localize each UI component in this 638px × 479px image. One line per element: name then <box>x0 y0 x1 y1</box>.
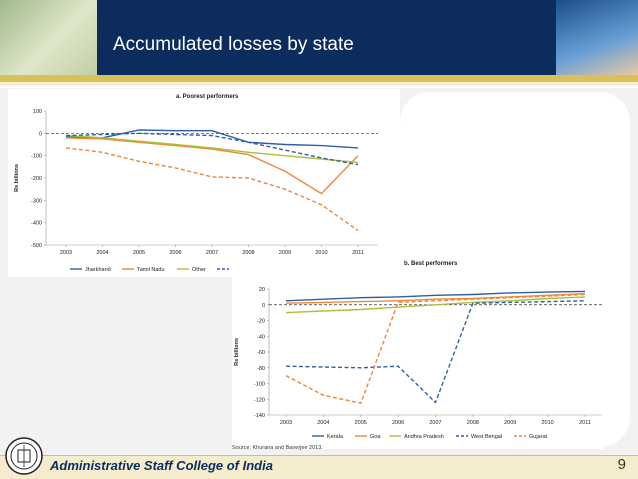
y-tick-label: -500 <box>31 243 42 249</box>
chart-title: a. Poorest performers <box>176 94 239 100</box>
y-axis-label: Rs billions <box>234 338 240 366</box>
y-tick-label: -120 <box>254 397 265 403</box>
legend-label: Kerala <box>327 434 344 440</box>
x-tick-label: 2009 <box>504 420 516 426</box>
y-tick-label: 0 <box>262 303 265 309</box>
x-tick-label: 2006 <box>169 250 181 256</box>
footer-bar <box>0 455 638 479</box>
y-tick-label: -40 <box>257 334 265 340</box>
series-line-uttar-pradesh <box>65 147 359 232</box>
y-axis-label: Rs billions <box>14 164 20 192</box>
x-tick-label: 2003 <box>60 250 72 256</box>
y-tick-label: -80 <box>257 366 265 372</box>
y-tick-label: -100 <box>31 154 42 160</box>
chart-poorest-performers: a. Poorest performers Rs billions 100 0 -100… <box>8 89 400 277</box>
y-tick-label: -140 <box>254 413 265 419</box>
y-tick-label: 100 <box>33 109 42 115</box>
lightbulb-in-hands-image <box>556 0 638 75</box>
series-line-gujarat <box>285 293 586 405</box>
series-line-other <box>65 134 359 164</box>
series-line-kerala <box>285 290 586 302</box>
legend-label: Other <box>192 267 206 273</box>
y-tick-label: -300 <box>31 198 42 204</box>
series-line-madhya-pradesh <box>65 132 359 166</box>
series-line-jharkhand <box>65 129 359 149</box>
title-banner <box>0 0 638 75</box>
x-tick-label: 2007 <box>206 250 218 256</box>
x-tick-label: 2009 <box>279 250 291 256</box>
y-tick-label: 20 <box>259 287 265 293</box>
series-line-andhra-pradesh <box>285 296 586 314</box>
series-line-goa <box>285 293 586 304</box>
series-line-west-bengal <box>285 300 586 404</box>
x-tick-label: 2011 <box>352 250 364 256</box>
x-tick-label: 2004 <box>317 420 329 426</box>
x-tick-label: 2005 <box>355 420 367 426</box>
series-line-tamil-nadu <box>65 137 359 195</box>
y-tick-label: -400 <box>31 221 42 227</box>
legend-label: Goa <box>370 434 381 440</box>
y-tick-label: -100 <box>254 382 265 388</box>
legend-label: Jharkhand <box>85 267 111 273</box>
page-number: 9 <box>617 456 626 473</box>
x-tick-label: 2008 <box>467 420 479 426</box>
asci-logo-icon <box>5 437 43 475</box>
slide-title: Accumulated losses by state <box>113 34 354 55</box>
x-tick-label: 2008 <box>242 250 254 256</box>
legend-label: Andhra Pradesh <box>404 434 444 440</box>
x-tick-label: 2004 <box>96 250 108 256</box>
title-underline-gold <box>0 75 638 82</box>
x-tick-label: 2003 <box>280 420 292 426</box>
source-note: Source: Khurana and Banerjee 2013. <box>232 445 323 451</box>
legend-label: Tamil Nadu <box>137 267 165 273</box>
x-tick-label: 2007 <box>429 420 441 426</box>
y-tick-label: 0 <box>39 131 42 137</box>
y-tick-label: -200 <box>31 176 42 182</box>
x-tick-label: 2010 <box>542 420 554 426</box>
x-tick-label: 2010 <box>315 250 327 256</box>
globe-in-hands-image <box>0 0 97 75</box>
chart-best-performers: b. Best performers Rs billions 20 0 -20 -40 -6… <box>232 255 604 449</box>
y-tick-label: -20 <box>257 319 265 325</box>
title-underline-cream <box>0 82 638 86</box>
chart-title: b. Best performers <box>404 261 458 267</box>
legend-label: Gujarat <box>529 434 548 440</box>
footer-institution-name: Administrative Staff College of India <box>50 458 273 473</box>
x-tick-label: 2011 <box>579 420 591 426</box>
legend-label: West Bengal <box>471 434 502 440</box>
x-tick-label: 2005 <box>133 250 145 256</box>
x-tick-label: 2006 <box>392 420 404 426</box>
y-tick-label: -60 <box>257 350 265 356</box>
